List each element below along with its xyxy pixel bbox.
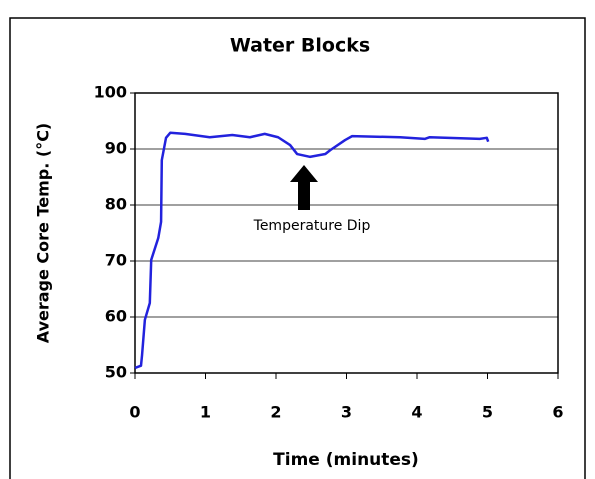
y-axis-label: Average Core Temp. (°C) <box>34 123 53 343</box>
y-tick-label: 100 <box>94 83 127 102</box>
x-tick-label: 2 <box>270 403 281 422</box>
x-tick-label: 3 <box>341 403 352 422</box>
series-line <box>134 131 490 370</box>
x-tick-label: 4 <box>411 403 422 422</box>
x-tick-label: 6 <box>552 403 563 422</box>
y-tick-label: 70 <box>105 251 127 270</box>
x-tick-label: 5 <box>482 403 493 422</box>
annotation-arrow <box>290 165 318 210</box>
y-tick-label: 90 <box>105 139 127 158</box>
y-tick-label: 80 <box>105 195 127 214</box>
chart-title: Water Blocks <box>230 35 370 57</box>
y-tick-label: 50 <box>105 363 127 382</box>
chart-border <box>9 17 586 479</box>
x-tick-label: 0 <box>129 403 140 422</box>
annotation: Temperature Dip <box>253 218 371 234</box>
y-tick-label: 60 <box>105 307 127 326</box>
x-tick-label: 1 <box>200 403 211 422</box>
x-axis-label: Time (minutes) <box>273 450 419 470</box>
